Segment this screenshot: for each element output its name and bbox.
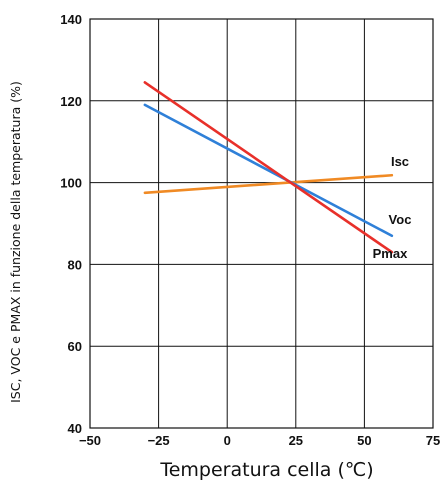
series-label-isc: Isc <box>391 154 409 169</box>
x-tick-label: 25 <box>289 433 303 448</box>
series-label-pmax: Pmax <box>373 246 408 261</box>
y-axis-title: ISC, VOC e PMAX in funzione della temper… <box>8 81 23 403</box>
y-tick-label: 140 <box>60 12 82 27</box>
x-tick-label: −50 <box>79 433 101 448</box>
series-line-isc <box>143 173 394 195</box>
x-tick-labels: −50 −25 0 25 50 75 <box>79 433 440 448</box>
x-tick-label: 0 <box>224 433 231 448</box>
y-tick-label: 60 <box>68 339 82 354</box>
x-tick-label: 50 <box>357 433 371 448</box>
series-lines <box>143 81 394 254</box>
y-tick-label: 100 <box>60 176 82 191</box>
series-line-voc <box>143 103 394 238</box>
y-tick-label: 40 <box>68 421 82 436</box>
x-tick-label: 75 <box>426 433 440 448</box>
y-tick-label: 120 <box>60 94 82 109</box>
plot-frame <box>89 18 434 429</box>
series-label-voc: Voc <box>389 212 412 227</box>
series-line-pmax <box>143 81 394 254</box>
x-axis-title: Temperatura cella (℃) <box>159 459 373 481</box>
y-tick-label: 80 <box>68 257 82 272</box>
series-labels: Isc Voc Pmax <box>373 154 412 261</box>
grid <box>90 19 433 428</box>
y-tick-labels: 40 60 80 100 120 140 <box>60 12 82 436</box>
x-tick-label: −25 <box>148 433 170 448</box>
